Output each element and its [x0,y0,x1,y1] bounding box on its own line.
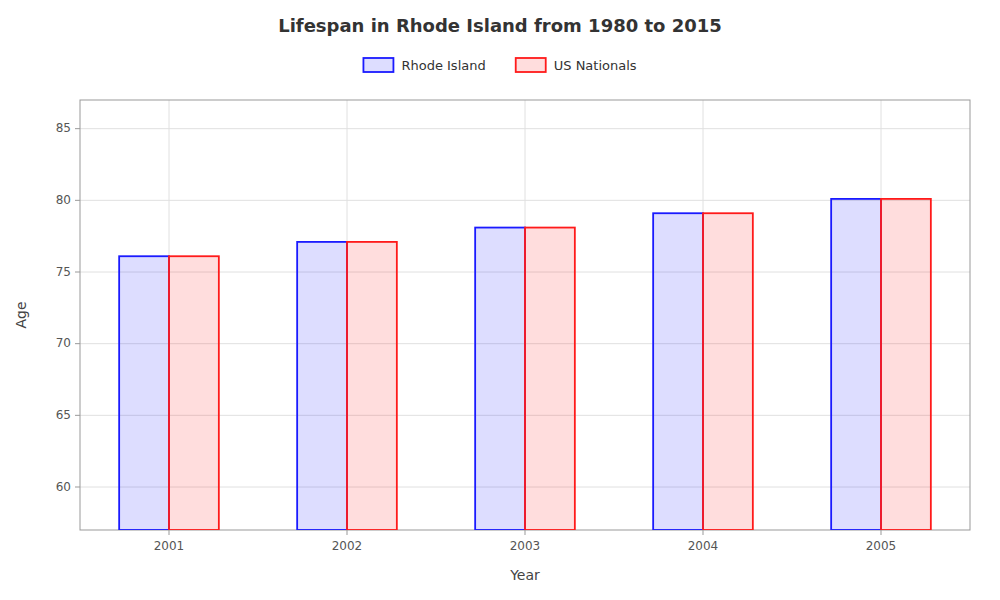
y-tick [75,343,80,344]
grid [80,100,970,530]
bar [119,256,169,530]
x-tick-label: 2005 [866,539,897,553]
x-tick [347,530,348,535]
bar [475,228,525,530]
y-tick-label: 75 [56,265,71,279]
y-axis: 60 65 70 75 80 85 [56,121,80,493]
legend-label: Rhode Island [401,58,485,73]
bar [347,242,397,530]
legend-item: Rhode Island [363,58,485,73]
legend-swatch [363,58,393,72]
x-tick-label: 2003 [510,539,541,553]
x-tick [703,530,704,535]
bar [881,199,931,530]
bar [831,199,881,530]
y-tick-label: 85 [56,121,71,135]
y-tick [75,415,80,416]
y-tick-label: 65 [56,408,71,422]
x-axis: 2001 2002 2003 2004 2005 [154,530,897,553]
y-tick [75,128,80,129]
bar [525,228,575,530]
bar [703,213,753,530]
bar [297,242,347,530]
chart: 60 65 70 75 80 85 2001 2002 2003 2004 2005 Year Age L… [0,0,1000,600]
x-tick [169,530,170,535]
y-tick [75,272,80,273]
bars [119,199,931,530]
legend-item: US Nationals [516,58,637,73]
x-tick-label: 2004 [688,539,719,553]
legend-swatch [516,58,546,72]
legend-label: US Nationals [554,58,637,73]
x-tick [881,530,882,535]
y-tick [75,200,80,201]
y-tick-label: 70 [56,336,71,350]
x-axis-label: Year [509,567,540,583]
legend: Rhode Island US Nationals [363,58,636,73]
plot-frame [80,100,970,530]
x-tick-label: 2001 [154,539,185,553]
y-tick [75,487,80,488]
y-tick-label: 80 [56,193,71,207]
y-tick-label: 60 [56,480,71,494]
title: Lifespan in Rhode Island from 1980 to 20… [278,15,722,36]
bar [169,256,219,530]
x-tick [525,530,526,535]
chart-container: 60 65 70 75 80 85 2001 2002 2003 2004 2005 Year Age L… [0,0,1000,600]
bar [653,213,703,530]
x-tick-label: 2002 [332,539,363,553]
y-axis-label: Age [13,301,29,328]
